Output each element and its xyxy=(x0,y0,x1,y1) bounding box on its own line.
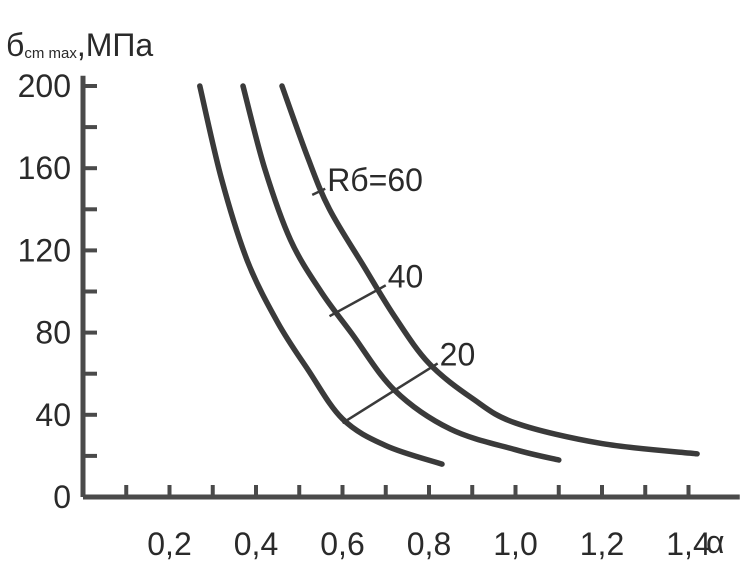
series-label-20: 20 xyxy=(440,336,476,372)
annotation-leader-1 xyxy=(328,284,387,318)
x-tick-label-0.4: 0,4 xyxy=(234,526,278,562)
y-tick-label-200: 200 xyxy=(18,68,71,104)
y-tick-label-120: 120 xyxy=(18,232,71,268)
series-curve-40 xyxy=(240,83,562,463)
x-tick-label-1: 1,0 xyxy=(493,526,537,562)
y-tick-label-80: 80 xyxy=(35,315,71,351)
x-tick-label-0.6: 0,6 xyxy=(320,526,364,562)
y-axis-symbol: б xyxy=(6,27,24,63)
x-axis: 0,2 0,4 0,6 0,8 1,0 1,2 1,4 xyxy=(83,485,740,562)
y-tick-label-160: 160 xyxy=(18,150,71,186)
x-axis-title: α xyxy=(706,524,725,560)
x-tick-label-0.8: 0,8 xyxy=(407,526,451,562)
y-axis-subscript: cm max xyxy=(24,45,77,62)
annotation-leader-0 xyxy=(311,187,326,197)
series-annotations: Rб=60 40 20 xyxy=(311,162,476,425)
series-curve-20 xyxy=(197,83,445,467)
y-tick-label-40: 40 xyxy=(35,397,71,433)
y-axis: 0 40 80 120 160 200 xyxy=(18,68,97,515)
annotation-leader-2 xyxy=(341,362,439,425)
x-tick-label-0.2: 0,2 xyxy=(147,526,191,562)
series-curve-r-60 xyxy=(279,83,700,457)
x-tick-label-1.2: 1,2 xyxy=(580,526,624,562)
series-label-40: 40 xyxy=(388,258,424,294)
x-tick-label-1.4: 1,4 xyxy=(666,526,710,562)
series-label-r-60: Rб=60 xyxy=(327,162,423,198)
series-lines xyxy=(197,83,700,467)
y-tick-label-0: 0 xyxy=(53,479,71,515)
y-axis-unit: ,МПа xyxy=(77,27,154,63)
y-axis-title: бcm max,МПа xyxy=(6,27,153,63)
